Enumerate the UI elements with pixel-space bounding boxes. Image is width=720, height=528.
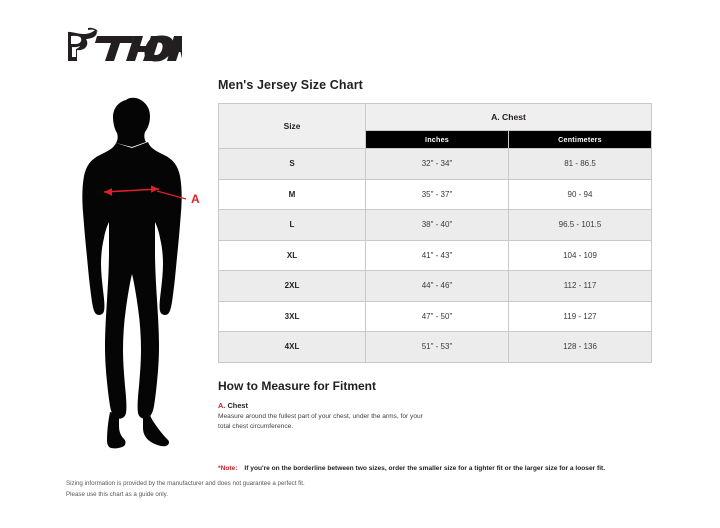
table-row: S 32" - 34" 81 - 86.5	[218, 148, 652, 180]
arrowhead-right-icon	[151, 185, 159, 193]
male-body-silhouette: A	[82, 97, 200, 449]
cell-inches: 35" - 37"	[365, 178, 509, 210]
measure-description-line-2: total chest circumference.	[218, 423, 294, 431]
footer-disclaimer: Sizing information is provided by the ma…	[66, 479, 305, 501]
cell-inches: 44" - 46"	[365, 270, 509, 302]
column-header-inches: Inches	[365, 129, 509, 150]
cell-inches: 38" - 40"	[365, 209, 509, 241]
cell-size: L	[218, 209, 366, 241]
column-header-size: Size	[218, 103, 366, 149]
cell-size: XL	[218, 239, 366, 271]
arrowhead-left-icon	[104, 188, 112, 196]
cell-size: M	[218, 178, 366, 210]
cell-inches: 51" - 53"	[365, 331, 509, 363]
cell-centimeters: 96.5 - 101.5	[508, 209, 652, 241]
thor-wordmark	[95, 35, 197, 62]
cell-centimeters: 81 - 86.5	[508, 148, 652, 180]
footer-line-2: Please use this chart as a guide only.	[66, 490, 169, 498]
table-row: 4XL 51" - 53" 128 - 136	[218, 331, 652, 363]
callout-label-a: A	[191, 192, 200, 206]
cell-size: 4XL	[218, 331, 366, 363]
column-header-centimeters: Centimeters	[508, 129, 652, 150]
note-label: *Note:	[218, 464, 238, 472]
footer-line-1: Sizing information is provided by the ma…	[66, 480, 305, 487]
body-figure-panel: A	[58, 92, 218, 462]
cell-size: S	[218, 148, 366, 180]
measure-item-letter: A.	[218, 400, 226, 410]
thor-logo-svg	[68, 27, 197, 62]
brand-logo	[62, 26, 197, 66]
table-header-row-secondary: Inches Centimeters	[219, 129, 652, 150]
measure-item-name: Chest	[227, 400, 249, 410]
page-title: Men's Jersey Size Chart	[218, 78, 363, 92]
measure-description-line-1: Measure around the fullest part of your …	[218, 413, 423, 421]
cell-centimeters: 104 - 109	[508, 239, 652, 271]
cell-inches: 41" - 43"	[365, 239, 509, 271]
cell-size: 3XL	[218, 300, 366, 332]
table-head: Size A. Chest Inches Centimeters	[218, 103, 652, 150]
table-header-row-primary: Size A. Chest	[218, 103, 652, 149]
silhouette-shape	[82, 97, 182, 449]
column-header-group-chest: A. Chest	[365, 103, 652, 131]
size-chart-content: Men's Jersey Size Chart Size A. Chest In…	[218, 78, 652, 479]
cell-centimeters: 112 - 117	[508, 270, 652, 302]
size-chart-table: Size A. Chest Inches Centimeters S 32" -…	[218, 103, 652, 363]
table-row: L 38" - 40" 96.5 - 101.5	[218, 209, 652, 241]
table-row: M 35" - 37" 90 - 94	[218, 178, 652, 210]
cell-centimeters: 119 - 127	[508, 300, 652, 332]
cell-inches: 32" - 34"	[365, 148, 509, 180]
chest-measure-line	[103, 188, 160, 193]
note-row: *Note: If you're on the borderline betwee…	[218, 464, 652, 473]
cell-centimeters: 128 - 136	[508, 331, 652, 363]
cell-size: 2XL	[218, 270, 366, 302]
callout-leader-line	[156, 190, 187, 200]
cell-inches: 47" - 50"	[365, 300, 509, 332]
chest-measure-callout: A	[103, 185, 200, 206]
how-to-measure-title: How to Measure for Fitment	[218, 378, 377, 393]
measure-item-heading: A. Chest	[218, 401, 652, 411]
cell-centimeters: 90 - 94	[508, 178, 652, 210]
table-row: 3XL 47" - 50" 119 - 127	[218, 300, 652, 332]
table-row: 2XL 44" - 46" 112 - 117	[218, 270, 652, 302]
thor-helmet-icon	[68, 27, 98, 61]
table-body: S 32" - 34" 81 - 86.5 M 35" - 37" 90 - 9…	[218, 148, 652, 363]
note-text: If you're on the borderline between two …	[244, 464, 606, 472]
table-row: XL 41" - 43" 104 - 109	[218, 239, 652, 271]
